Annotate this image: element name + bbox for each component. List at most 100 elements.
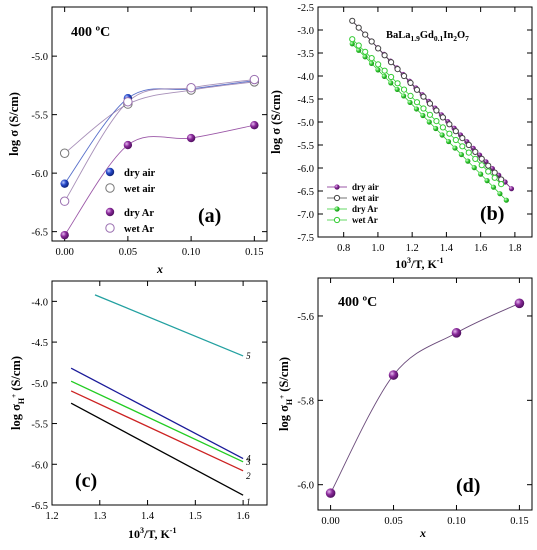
panel-b-point: [375, 67, 381, 73]
panel-d: 0.00 0.05 0.10 0.15-6.0-5.8-5.6 400 ºC (d) …: [277, 277, 533, 540]
panel-b-title: BaLa1.9Gd0.1In2O7: [386, 30, 469, 43]
panel-b-point: [459, 143, 466, 150]
panel-a-label: (a): [198, 205, 221, 227]
b-ytick-label: -5.0: [297, 118, 314, 129]
panel-c-line-3: [70, 380, 244, 463]
panel-a-point: [186, 83, 196, 93]
panel-b-point: [426, 111, 434, 118]
panel-b-point: [349, 41, 355, 47]
panel-c: 1.2 1.3 1.4 1.5 1.6-6.5-6.0-5.5-5.0-4.5-4.0 …: [9, 280, 268, 541]
panel-b-point: [458, 151, 464, 158]
panel-b-point: [508, 186, 515, 192]
panel-b-point: [381, 52, 388, 59]
panel-a-point: [60, 230, 69, 240]
b-ytick-label: -4.5: [297, 95, 314, 106]
b-ytick-label: -2.5: [297, 3, 314, 14]
panel-c-line-label: 5: [246, 351, 251, 361]
panel-d-point: [388, 370, 399, 380]
panel-c-series: 1 2 34 5: [70, 294, 251, 507]
panel-d-point: [514, 298, 525, 309]
panel-b-point: [394, 80, 401, 87]
panel-b-ticks: 0.8 1.0 1.2 1.4 1.6 1.8 -7.5 -7.0 -6.5 -6.0 -5.5 -5…: [297, 3, 532, 254]
panel-a-point: [59, 196, 70, 206]
panel-b-point: [381, 73, 387, 79]
a-xtick-label: 0.15: [245, 247, 263, 258]
panel-b-point: [478, 162, 485, 169]
b-xtick-label: 1.8: [508, 243, 521, 254]
panel-b-point: [452, 145, 458, 151]
panel-c-line-5: [94, 294, 244, 357]
b-ytick-label: -3.5: [297, 49, 314, 60]
panel-b-line-1: [351, 20, 502, 180]
panel-b: 0.8 1.0 1.2 1.4 1.6 1.8 -7.5 -7.0 -6.5 -6.0 -5.5 -5…: [269, 3, 533, 271]
panel-b-point: [491, 174, 498, 181]
panel-c-line-label: 3: [245, 457, 251, 467]
panel-d-point: [325, 488, 336, 498]
panel-b-point: [349, 17, 356, 24]
panel-b-point: [503, 197, 509, 203]
panel-c-line-label: 2: [246, 471, 251, 481]
panel-b-legend-label: wet air: [352, 193, 379, 203]
panel-b-point: [356, 47, 362, 53]
panel-b-point: [407, 92, 414, 100]
panel-b-point: [465, 141, 472, 149]
panel-b-point: [413, 99, 421, 106]
panel-a-legend-label: dry air: [124, 168, 156, 179]
panel-b-point: [485, 168, 492, 175]
panel-a-point: [59, 148, 70, 158]
panel-a-curve-1: [64, 81, 255, 154]
c-ytick-label: -6.0: [31, 460, 48, 471]
c-ytick-label: -4.0: [31, 297, 48, 308]
panel-c-line-1: [70, 402, 244, 496]
panel-b-legend-marker: [334, 206, 340, 212]
panel-a-legend: dry air wet air dry Ar wet Ar: [105, 167, 156, 235]
c-xtick-label: 1.3: [93, 511, 106, 522]
panel-b-legend-marker: [333, 216, 341, 224]
a-ytick-label: -6.5: [31, 228, 48, 239]
c-xtick-label: 1.6: [237, 511, 250, 522]
panel-b-legend-label: dry air: [352, 182, 379, 192]
panel-a-frame: [51, 6, 268, 242]
panel-b-point: [362, 48, 369, 55]
panel-b-point: [426, 100, 434, 107]
panel-b-point: [394, 86, 400, 93]
c-ytick-label: -4.5: [31, 338, 48, 349]
panel-c-label: (c): [75, 470, 97, 492]
panel-a-point: [123, 97, 133, 107]
b-ytick-label: -6.0: [297, 164, 314, 175]
panel-d-title: 400 ºC: [338, 295, 377, 310]
panel-c-frame: [51, 280, 268, 506]
panel-b-point: [407, 79, 414, 87]
panel-b-point: [445, 138, 452, 145]
panel-a-legend-label: wet air: [124, 184, 156, 195]
panel-b-ylabel: log σ (S/cm): [269, 90, 283, 154]
panel-b-legend-marker: [333, 194, 341, 202]
b-xtick-label: 1.0: [371, 243, 384, 254]
d-xtick-label: 0.15: [510, 516, 528, 527]
d-xtick-label: 0.00: [321, 516, 339, 527]
panel-b-point: [375, 45, 382, 52]
panel-a-legend-marker: [105, 183, 115, 193]
panel-c-line-label: 1: [246, 497, 251, 507]
panel-b-point: [355, 42, 362, 49]
panel-b-legend-marker: [334, 184, 340, 190]
panel-b-point: [426, 119, 432, 125]
panel-b-point: [471, 165, 477, 171]
panel-b-legend-label: dry Ar: [352, 204, 378, 214]
panel-d-ticks: 0.00 0.05 0.10 0.15 -6.0 -5.8 -5.6: [297, 278, 532, 527]
a-xtick-label: 0.05: [119, 247, 137, 258]
d-ytick-label: -6.0: [297, 481, 314, 492]
panel-a-point: [249, 74, 260, 85]
panel-b-point: [465, 158, 471, 164]
panel-b-point: [368, 38, 375, 45]
panel-b-point: [420, 112, 426, 119]
panel-a-curve-0: [64, 80, 255, 184]
panel-b-point: [484, 178, 490, 184]
panel-a-legend-label: dry Ar: [124, 208, 154, 219]
panel-b-legend-label: wet Ar: [352, 215, 378, 225]
panel-b-point: [439, 124, 447, 131]
panel-b-point: [362, 54, 368, 60]
b-xtick-label: 1.6: [474, 243, 487, 254]
panel-b-point: [478, 171, 484, 177]
panel-c-line-2: [70, 390, 244, 472]
